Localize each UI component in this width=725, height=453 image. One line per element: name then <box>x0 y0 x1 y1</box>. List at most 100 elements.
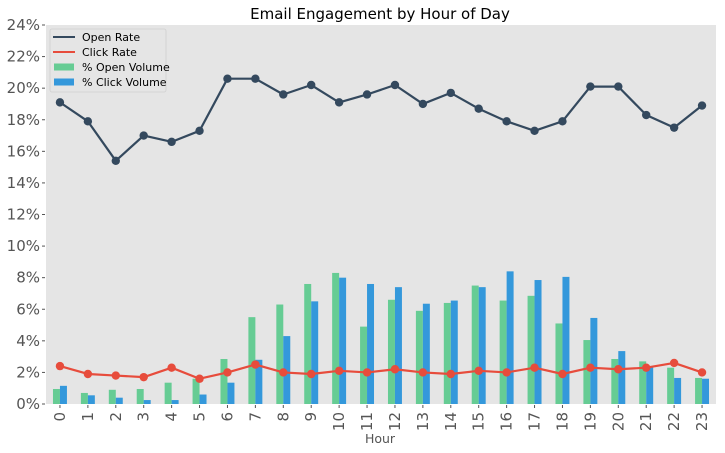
x-tick-label: 7 <box>246 412 264 422</box>
bar-click-volume <box>590 317 598 404</box>
legend-label-open-volume: % Open Volume <box>82 61 170 74</box>
bar-click-volume <box>115 397 123 404</box>
bar-click-volume <box>199 394 207 404</box>
legend-label-click-volume: % Click Volume <box>82 76 167 89</box>
bar-open-volume <box>639 361 647 404</box>
open-rate-point <box>530 126 539 136</box>
y-tick-label: 8% <box>16 269 40 287</box>
bar-click-volume <box>702 378 710 404</box>
click-rate-point <box>111 371 120 380</box>
open-rate-point <box>669 123 679 132</box>
click-rate-point <box>474 366 483 376</box>
bar-open-volume <box>220 358 228 404</box>
click-rate-point <box>558 369 567 379</box>
bar-click-volume <box>59 385 67 404</box>
y-tick-label: 4% <box>16 332 40 350</box>
open-rate-line <box>59 77 703 162</box>
bar-click-volume <box>674 377 682 404</box>
bar-open-volume <box>443 302 451 404</box>
y-tick-label: 10% <box>7 237 40 255</box>
bar-click-volume <box>562 276 570 404</box>
bar-open-volume <box>611 358 619 404</box>
click-rate-point <box>223 368 232 377</box>
bar-click-volume <box>394 287 402 404</box>
x-tick-label: 5 <box>191 412 209 422</box>
x-tick-label: 15 <box>470 412 488 431</box>
x-axis: 0 1 2 3 4 5 6 7 8 9 10 11 12 13 14 15 16 17 18 19 20 21 22 23 <box>51 405 711 431</box>
y-tick-label: 24% <box>7 16 40 34</box>
bar-click-volume <box>311 301 319 404</box>
bar-open-volume <box>471 285 479 404</box>
y-tick-label: 20% <box>7 79 40 97</box>
x-tick-label: 11 <box>358 412 376 431</box>
click-rate-point <box>279 368 288 377</box>
open-rate-point <box>195 126 204 136</box>
open-rate-point <box>446 88 455 98</box>
open-rate-point <box>83 117 93 126</box>
y-tick-label: 6% <box>16 300 40 318</box>
click-rate-point <box>446 369 455 379</box>
legend-swatch-click-volume <box>54 78 74 86</box>
open-rate-point <box>642 110 651 120</box>
open-rate-point <box>474 104 483 113</box>
open-rate-point <box>55 98 65 107</box>
click-rate-point <box>55 361 65 371</box>
x-tick-label: 0 <box>51 412 69 422</box>
click-rate-line <box>59 361 703 380</box>
x-tick-label: 13 <box>414 412 432 431</box>
bar-click-volume <box>227 382 235 404</box>
click-rate-point <box>195 374 204 383</box>
y-tick-label: 14% <box>7 174 40 192</box>
y-tick-label: 12% <box>7 206 40 224</box>
x-tick-label: 14 <box>442 412 460 431</box>
bar-open-volume <box>248 317 256 404</box>
open-rate-point <box>390 80 400 90</box>
click-rate-point <box>697 368 707 377</box>
x-tick-label: 12 <box>386 412 404 431</box>
bar-open-volume <box>387 299 395 404</box>
bar-open-volume <box>499 300 507 404</box>
bar-open-volume <box>304 283 312 404</box>
bar-open-volume <box>555 323 563 404</box>
click-rate-point <box>669 358 679 368</box>
x-tick-label: 8 <box>274 412 292 422</box>
x-tick-label: 22 <box>665 412 683 431</box>
bar-open-volume <box>276 304 284 404</box>
lines-layer <box>55 74 707 383</box>
bar-open-volume <box>360 326 368 404</box>
x-tick-label: 9 <box>302 412 320 422</box>
x-tick-label: 4 <box>163 412 181 422</box>
bar-click-volume <box>450 300 458 404</box>
bar-click-volume <box>339 277 347 404</box>
bar-click-volume <box>506 271 514 404</box>
open-rate-point <box>614 82 623 91</box>
x-tick-label: 16 <box>498 412 516 431</box>
open-rate-point <box>279 90 288 99</box>
click-rate-point <box>251 360 260 369</box>
bar-open-volume <box>136 388 144 404</box>
bar-click-volume <box>283 336 291 404</box>
click-rate-point <box>614 365 623 374</box>
open-rate-point <box>223 74 232 83</box>
bar-click-volume <box>87 395 95 404</box>
click-rate-point <box>502 368 511 377</box>
click-rate-point <box>167 363 176 372</box>
y-tick-label: 2% <box>16 363 40 381</box>
bar-click-volume <box>255 359 263 404</box>
bars-layer <box>52 271 710 404</box>
bar-click-volume <box>534 280 542 404</box>
bar-open-volume <box>695 377 703 404</box>
click-rate-point <box>334 366 344 376</box>
open-rate-point <box>697 101 707 110</box>
click-rate-point <box>586 363 595 372</box>
y-axis: 0% 2% 4% 6% 8% 10% 12% 14% 16% 18% 20% 22% 24% <box>7 16 45 413</box>
click-rate-point <box>83 369 93 379</box>
y-tick-label: 18% <box>7 111 40 129</box>
x-axis-label: Hour <box>365 431 396 446</box>
legend: Open Rate Click Rate % Open Volume % Click … <box>49 28 170 93</box>
open-rate-point <box>586 82 595 91</box>
y-tick-label: 16% <box>7 142 40 160</box>
bar-open-volume <box>527 295 535 404</box>
bar-click-volume <box>143 400 151 404</box>
